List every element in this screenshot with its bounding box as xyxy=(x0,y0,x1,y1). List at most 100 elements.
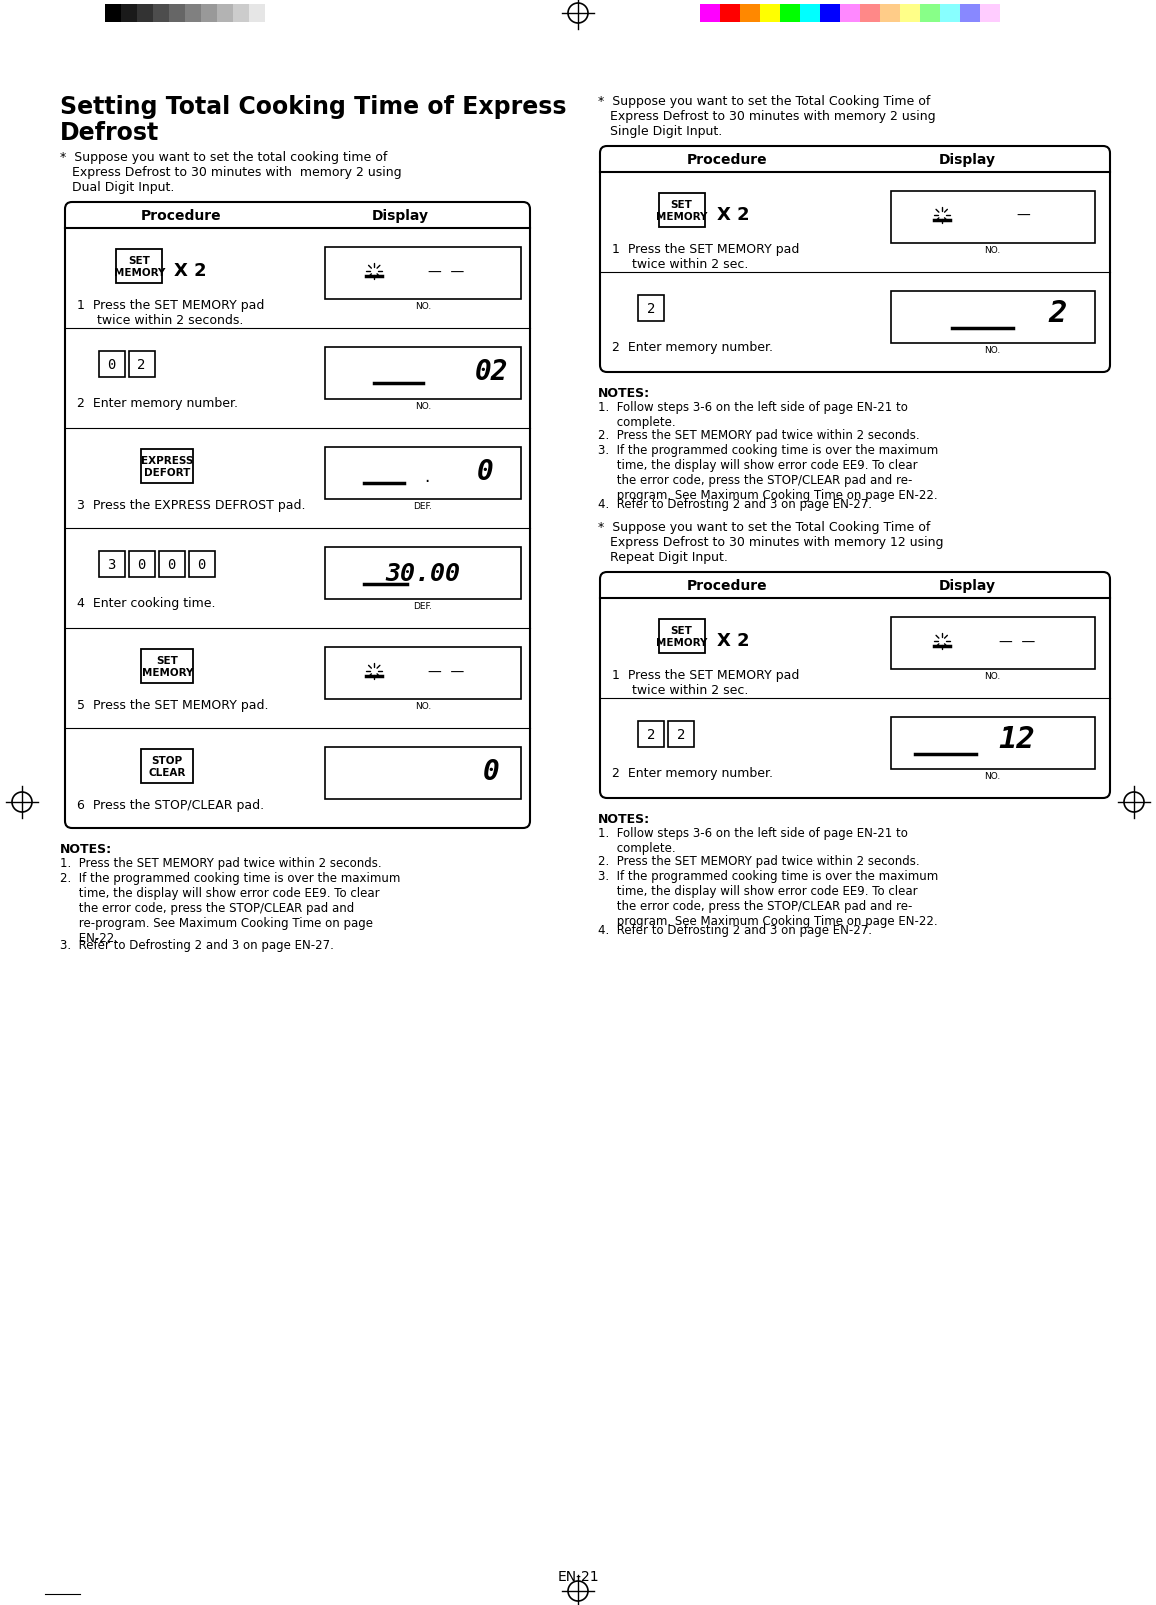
Text: Defrost: Defrost xyxy=(60,120,160,144)
Bar xyxy=(891,292,1095,343)
Bar xyxy=(105,5,121,22)
Bar xyxy=(169,5,185,22)
Bar xyxy=(740,5,759,22)
Text: 2: 2 xyxy=(647,302,655,316)
Text: 0: 0 xyxy=(108,358,116,372)
Bar xyxy=(659,620,705,653)
Bar xyxy=(325,647,520,700)
Bar xyxy=(325,348,520,400)
Bar xyxy=(638,722,664,748)
Text: NO.: NO. xyxy=(985,671,1001,681)
Text: 2  Enter memory number.: 2 Enter memory number. xyxy=(612,767,773,780)
Text: 12: 12 xyxy=(999,725,1036,754)
Text: Procedure: Procedure xyxy=(687,579,768,592)
Bar xyxy=(820,5,840,22)
FancyBboxPatch shape xyxy=(600,148,1110,372)
Bar xyxy=(891,193,1095,244)
Text: X 2: X 2 xyxy=(717,632,749,650)
Bar xyxy=(141,750,193,783)
Bar xyxy=(265,5,281,22)
Text: 2  Enter memory number.: 2 Enter memory number. xyxy=(77,396,238,409)
FancyBboxPatch shape xyxy=(600,573,1110,799)
Bar xyxy=(959,5,980,22)
Text: *  Suppose you want to set the Total Cooking Time of
   Express Defrost to 30 mi: * Suppose you want to set the Total Cook… xyxy=(598,520,943,563)
Text: DEF.: DEF. xyxy=(414,502,432,510)
Text: 3.  If the programmed cooking time is over the maximum
     time, the display wi: 3. If the programmed cooking time is ove… xyxy=(598,443,939,502)
Text: *  Suppose you want to set the total cooking time of
   Express Defrost to 30 mi: * Suppose you want to set the total cook… xyxy=(60,151,401,194)
Bar xyxy=(128,552,155,578)
Text: 1.  Press the SET MEMORY pad twice within 2 seconds.: 1. Press the SET MEMORY pad twice within… xyxy=(60,857,381,870)
Text: 1.  Follow steps 3-6 on the left side of page EN-21 to
     complete.: 1. Follow steps 3-6 on the left side of … xyxy=(598,827,907,854)
Bar xyxy=(188,552,215,578)
Bar xyxy=(638,295,664,321)
Text: EN-21: EN-21 xyxy=(557,1570,599,1583)
Text: 1.  Follow steps 3-6 on the left side of page EN-21 to
     complete.: 1. Follow steps 3-6 on the left side of … xyxy=(598,401,907,429)
Text: SET
MEMORY: SET MEMORY xyxy=(142,656,193,677)
Text: 0: 0 xyxy=(483,758,499,785)
Text: 6  Press the STOP/CLEAR pad.: 6 Press the STOP/CLEAR pad. xyxy=(77,799,264,812)
Text: 0: 0 xyxy=(477,457,494,486)
Bar xyxy=(249,5,265,22)
Text: —  —: — — xyxy=(999,634,1036,648)
Text: 30.00: 30.00 xyxy=(386,562,460,586)
Bar xyxy=(940,5,959,22)
Text: NO.: NO. xyxy=(985,345,1001,355)
Bar xyxy=(121,5,138,22)
Bar xyxy=(880,5,901,22)
Bar xyxy=(234,5,249,22)
Text: 4.  Refer to Defrosting 2 and 3 on page EN-27.: 4. Refer to Defrosting 2 and 3 on page E… xyxy=(598,498,872,510)
Bar xyxy=(325,748,520,799)
Text: STOP
CLEAR: STOP CLEAR xyxy=(149,756,186,777)
Text: —  —: — — xyxy=(429,664,465,679)
Text: 3.  If the programmed cooking time is over the maximum
     time, the display wi: 3. If the programmed cooking time is ove… xyxy=(598,870,939,928)
Text: *  Suppose you want to set the Total Cooking Time of
   Express Defrost to 30 mi: * Suppose you want to set the Total Cook… xyxy=(598,95,935,138)
Bar xyxy=(325,547,520,600)
Text: —: — xyxy=(1016,209,1030,223)
Bar xyxy=(860,5,880,22)
Bar xyxy=(128,351,155,377)
Bar xyxy=(201,5,217,22)
Text: NOTES:: NOTES: xyxy=(598,812,650,825)
Bar xyxy=(800,5,820,22)
Text: SET
MEMORY: SET MEMORY xyxy=(655,201,707,221)
Bar xyxy=(720,5,740,22)
Text: .: . xyxy=(424,467,430,486)
Bar xyxy=(1000,5,1020,22)
Text: 2.  Press the SET MEMORY pad twice within 2 seconds.: 2. Press the SET MEMORY pad twice within… xyxy=(598,854,920,867)
Text: NOTES:: NOTES: xyxy=(60,843,112,855)
Text: 2: 2 xyxy=(676,727,686,742)
Text: 3.  Refer to Defrosting 2 and 3 on page EN-27.: 3. Refer to Defrosting 2 and 3 on page E… xyxy=(60,939,334,952)
Text: NO.: NO. xyxy=(415,302,431,311)
Bar xyxy=(185,5,201,22)
FancyBboxPatch shape xyxy=(65,202,529,828)
Text: X 2: X 2 xyxy=(717,205,749,223)
Text: 2  Enter memory number.: 2 Enter memory number. xyxy=(612,340,773,353)
Bar xyxy=(701,5,720,22)
Text: 2: 2 xyxy=(647,727,655,742)
Text: 0: 0 xyxy=(168,557,176,571)
Text: Procedure: Procedure xyxy=(141,209,222,223)
Bar xyxy=(668,722,694,748)
Text: 3  Press the EXPRESS DEFROST pad.: 3 Press the EXPRESS DEFROST pad. xyxy=(77,499,305,512)
Bar xyxy=(141,650,193,684)
Text: 4.  Refer to Defrosting 2 and 3 on page EN-27.: 4. Refer to Defrosting 2 and 3 on page E… xyxy=(598,923,872,936)
Text: Setting Total Cooking Time of Express: Setting Total Cooking Time of Express xyxy=(60,95,566,119)
Text: NO.: NO. xyxy=(415,701,431,711)
Bar xyxy=(153,5,169,22)
Text: 0: 0 xyxy=(138,557,146,571)
Bar xyxy=(920,5,940,22)
Text: 2.  If the programmed cooking time is over the maximum
     time, the display wi: 2. If the programmed cooking time is ove… xyxy=(60,872,400,944)
Bar xyxy=(98,552,125,578)
Bar xyxy=(659,194,705,228)
Bar xyxy=(780,5,800,22)
Text: 02: 02 xyxy=(475,358,509,385)
Text: 1  Press the SET MEMORY pad
     twice within 2 sec.: 1 Press the SET MEMORY pad twice within … xyxy=(612,669,800,697)
Bar xyxy=(138,5,153,22)
Text: 4  Enter cooking time.: 4 Enter cooking time. xyxy=(77,597,215,610)
Text: 2: 2 xyxy=(138,358,146,372)
Text: Display: Display xyxy=(939,579,995,592)
Bar xyxy=(141,449,193,483)
Text: 1  Press the SET MEMORY pad
     twice within 2 seconds.: 1 Press the SET MEMORY pad twice within … xyxy=(77,299,265,327)
Bar xyxy=(217,5,234,22)
Text: NO.: NO. xyxy=(985,246,1001,255)
